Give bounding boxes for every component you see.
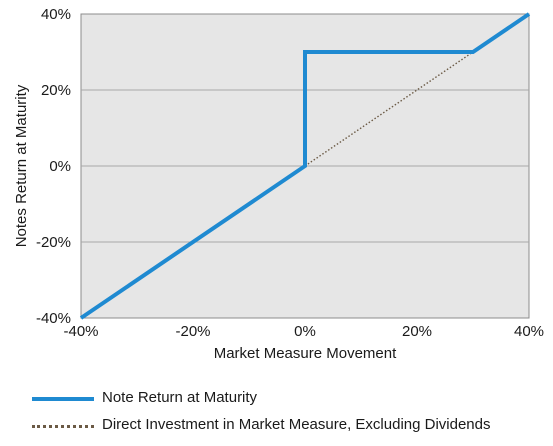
tick-labels: -40% -20% 0% 20% 40% -40% -20% 0% 20% 40% bbox=[36, 6, 544, 340]
legend-label: Direct Investment in Market Measure, Exc… bbox=[102, 416, 491, 433]
y-tick-label: -20% bbox=[36, 234, 71, 251]
x-tick-label: 40% bbox=[514, 323, 544, 340]
x-tick-label: -20% bbox=[175, 323, 210, 340]
legend-item-direct-investment: Direct Investment in Market Measure, Exc… bbox=[30, 415, 550, 442]
legend-swatch-solid bbox=[32, 397, 94, 401]
x-tick-label: 20% bbox=[402, 323, 432, 340]
series-line-0 bbox=[79, 12, 531, 320]
series-layer bbox=[79, 12, 531, 320]
x-tick-label: -40% bbox=[63, 323, 98, 340]
x-axis-title: Market Measure Movement bbox=[214, 345, 397, 362]
chart-svg: -40% -20% 0% 20% 40% -40% -20% 0% 20% 40% Market … bbox=[13, 6, 544, 362]
y-tick-label: 20% bbox=[41, 82, 71, 99]
y-axis-title: Notes Return at Maturity bbox=[13, 84, 30, 247]
legend-label: Note Return at Maturity bbox=[102, 389, 258, 406]
y-tick-label: -40% bbox=[36, 310, 71, 327]
y-tick-label: 40% bbox=[41, 6, 71, 23]
legend-swatch-dotted bbox=[32, 425, 94, 428]
legend: Note Return at Maturity Direct Investmen… bbox=[30, 388, 550, 442]
x-tick-label: 0% bbox=[294, 323, 316, 340]
series-line-1 bbox=[304, 51, 474, 167]
y-tick-label: 0% bbox=[49, 158, 71, 175]
legend-item-note-return: Note Return at Maturity bbox=[30, 388, 550, 415]
